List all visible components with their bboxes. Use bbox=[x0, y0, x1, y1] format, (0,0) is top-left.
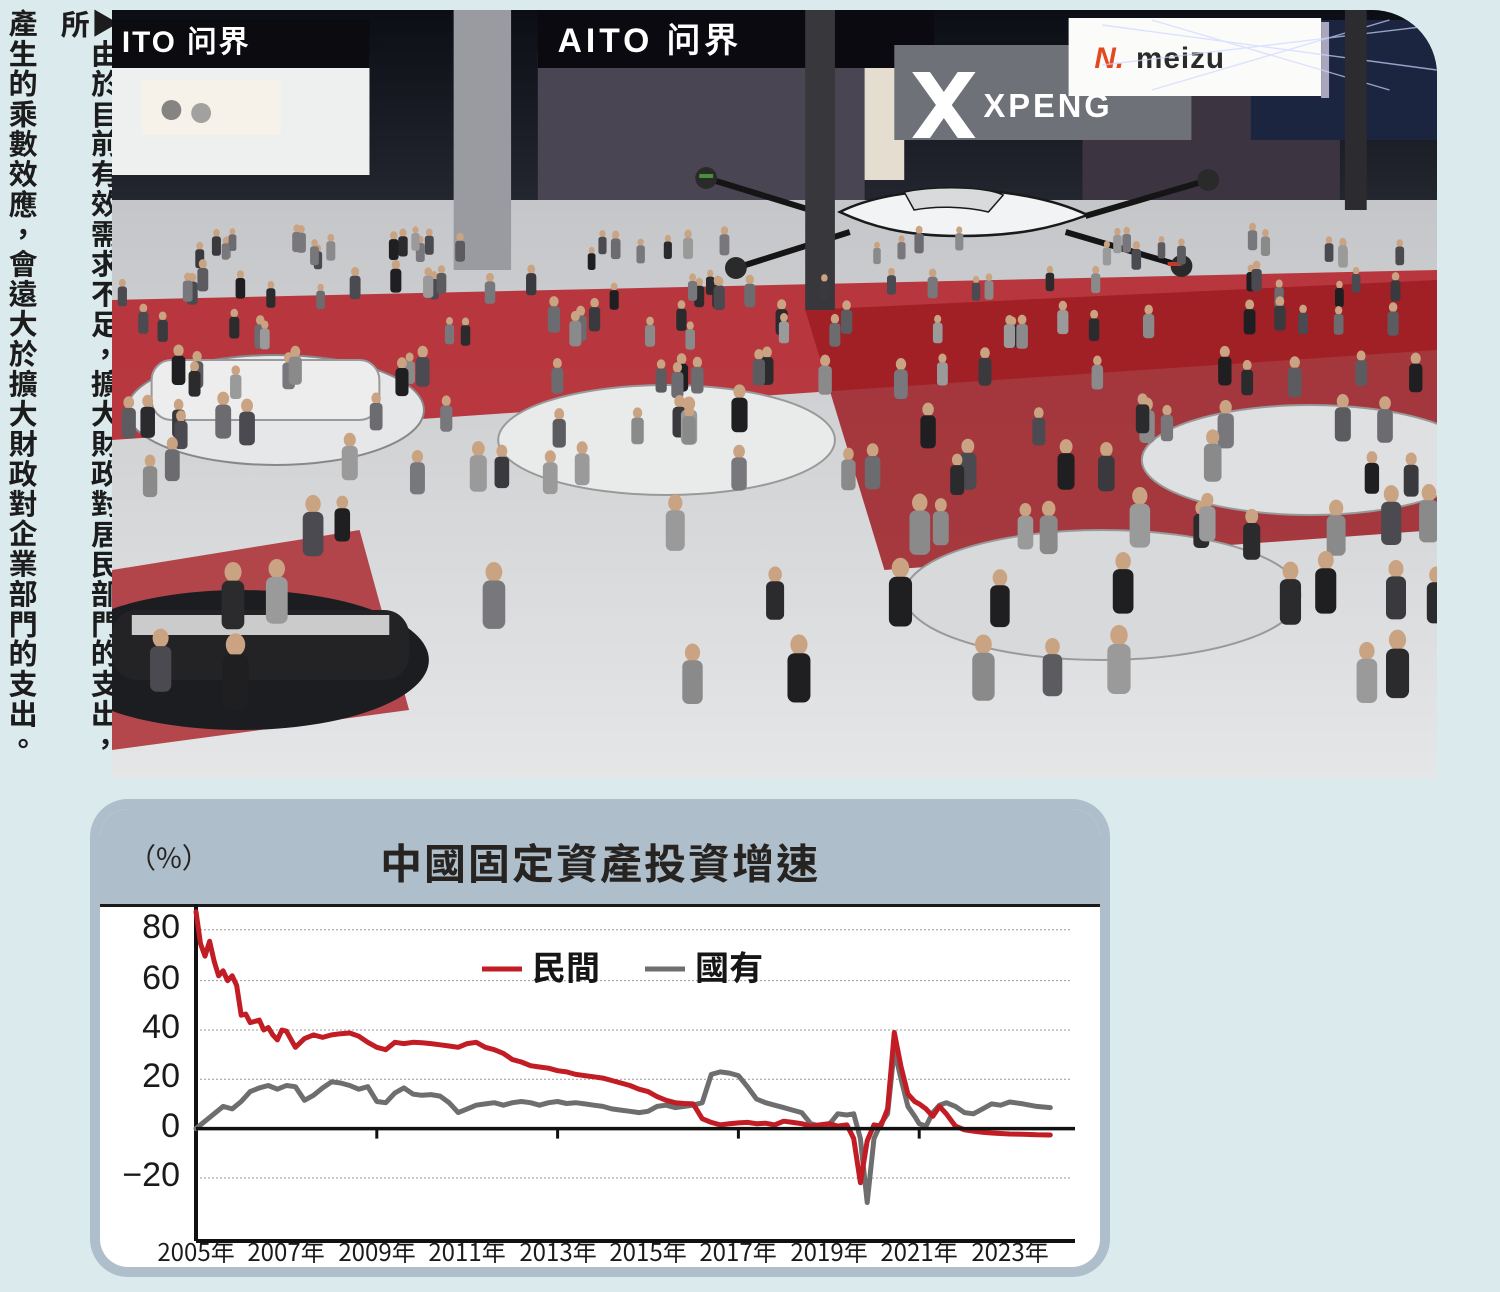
svg-text:2005年: 2005年 bbox=[157, 1233, 234, 1267]
svg-text:N.: N. bbox=[1094, 42, 1124, 75]
svg-text:2017年: 2017年 bbox=[699, 1233, 776, 1267]
svg-text:60: 60 bbox=[142, 959, 180, 997]
svg-text:2019年: 2019年 bbox=[790, 1233, 867, 1267]
svg-text:2021年: 2021年 bbox=[880, 1233, 957, 1267]
svg-text:0: 0 bbox=[161, 1107, 180, 1145]
svg-text:80: 80 bbox=[142, 908, 180, 946]
svg-text:20: 20 bbox=[142, 1057, 180, 1095]
svg-text:2013年: 2013年 bbox=[519, 1233, 596, 1267]
svg-text:2009年: 2009年 bbox=[338, 1233, 415, 1267]
svg-text:2011年: 2011年 bbox=[428, 1233, 505, 1267]
svg-text:2015年: 2015年 bbox=[609, 1233, 686, 1267]
svg-text:−20: −20 bbox=[122, 1156, 180, 1194]
svg-text:2023年: 2023年 bbox=[971, 1233, 1048, 1267]
svg-text:國有: 國有 bbox=[695, 941, 763, 990]
svg-text:ITO 问界: ITO 问界 bbox=[122, 26, 250, 59]
svg-text:民間: 民間 bbox=[532, 941, 600, 990]
svg-text:40: 40 bbox=[142, 1008, 180, 1046]
svg-text:2007年: 2007年 bbox=[247, 1233, 324, 1267]
svg-text:meizu: meizu bbox=[1136, 42, 1225, 75]
svg-text:AITO 问界: AITO 问界 bbox=[558, 22, 742, 60]
